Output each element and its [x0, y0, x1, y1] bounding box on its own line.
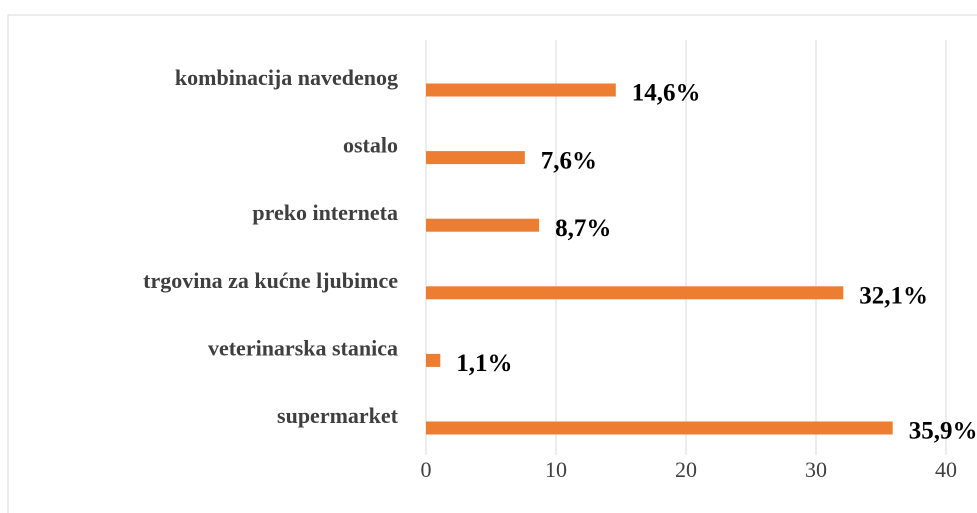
x-tick-label: 20 — [675, 457, 697, 482]
bar — [426, 151, 525, 165]
value-label: 32,1% — [859, 283, 928, 310]
bar — [426, 83, 616, 97]
chart-border — [7, 14, 977, 513]
category-label: trgovina za kućne ljubimce — [143, 268, 398, 293]
x-tick-label: 30 — [805, 457, 827, 482]
value-label: 1,1% — [456, 350, 512, 377]
category-label: preko interneta — [252, 200, 398, 225]
x-tick-label: 0 — [421, 457, 432, 482]
value-label: 7,6% — [541, 147, 597, 174]
bar — [426, 218, 540, 232]
bar — [426, 286, 844, 300]
value-label: 8,7% — [555, 215, 611, 242]
x-tick-label: 10 — [545, 457, 567, 482]
category-label: kombinacija navedenog — [175, 65, 398, 90]
value-label: 14,6% — [632, 80, 701, 107]
x-tick-label: 40 — [935, 457, 957, 482]
category-label: ostalo — [343, 133, 398, 158]
value-label: 35,9% — [909, 418, 977, 445]
bar — [426, 353, 441, 367]
category-label: supermarket — [277, 403, 399, 428]
bar — [426, 421, 893, 435]
category-label: veterinarska stanica — [208, 335, 398, 360]
